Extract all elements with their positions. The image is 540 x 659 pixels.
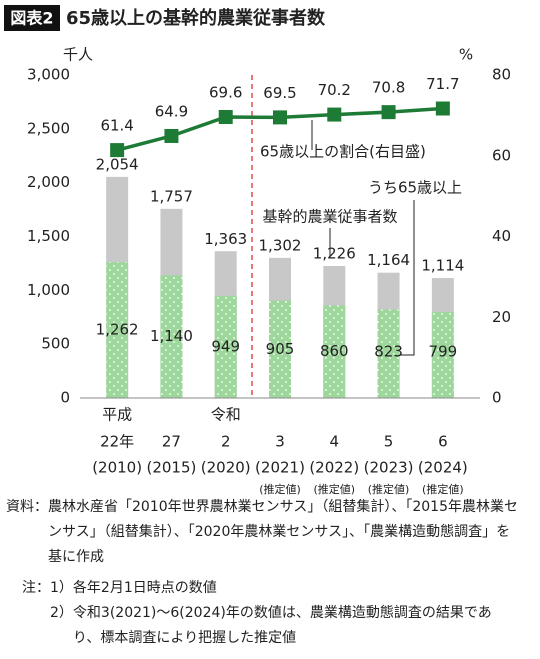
x-year-label: (2015) [146,459,196,477]
series-label: 基幹的農業従事者数 [262,208,397,226]
x-year-label: (2020) [201,459,251,477]
value-label: 1,363 [204,230,247,248]
x-tick-label: 4 [330,433,340,451]
x-estimate-label: (推定値) [368,482,410,496]
marker [381,105,396,120]
value-label: 1,302 [259,236,302,254]
value-label: 70.2 [318,81,351,99]
note-item: 1） 各年2月1日時点の数値 [50,576,513,601]
source-label: 資料： [6,499,48,515]
value-label: 823 [374,343,403,361]
value-label: 2,054 [96,155,139,173]
value-label: 71.7 [426,75,459,93]
notes: 資料： 農林水産省「2010年世界農林業センサス」（組替集計）、「2015年農林… [0,495,540,651]
bar [106,262,129,398]
figure-label-box [4,5,60,31]
note-label: 注： [22,580,50,596]
chart: 図表2 65歳以上の基幹的農業従事者数 千人 % 0 500 1,000 1,500 2… [4,5,511,496]
x-tick-label: 22年 [100,433,134,451]
x-tick-label: 6 [438,433,448,451]
note-text: 令和3(2021)～6(2024)年の数値は、農業構造動態調査の結果であり、標本… [72,605,492,646]
value-label: 70.8 [372,79,405,97]
note-num: 2） [50,605,73,621]
y-tick-label: 1,000 [27,281,70,299]
bar [160,275,183,398]
x-tick-label: 5 [384,433,394,451]
x-era-label: 平成 [102,406,132,424]
figure-label: 図表2 [10,9,53,28]
x-tick-label: 2 [221,433,231,451]
x-year-label: (2022) [309,459,359,477]
y-tick-label: 3,000 [27,66,70,84]
note-num: 1） [50,580,73,596]
x-tick-label: 3 [275,433,285,451]
bar [377,309,400,398]
x-estimate-label: (推定値) [259,482,301,496]
marker [164,128,179,143]
bar [323,305,346,398]
y2-unit: % [459,46,473,64]
y-tick-label: 1,500 [27,227,70,245]
series-label: うち65歳以上 [368,179,462,197]
value-label: 1,262 [96,321,139,339]
note-row: 注： 1） 各年2月1日時点の数値 2） 令和3(2021)～6(2024)年の数値は… [0,576,540,651]
chart-title: 65歳以上の基幹的農業従事者数 [66,7,326,29]
x-tick-label: 27 [162,433,181,451]
note-item: 2） 令和3(2021)～6(2024)年の数値は、農業構造動態調査の結果であり、… [50,601,513,651]
marker [327,107,342,122]
source: 農林水産省「2010年世界農林業センサス」（組替集計）、「2015年農林業センサ… [48,499,518,565]
y-tick-label: 2,000 [27,173,70,191]
bar [431,311,454,398]
y-tick-label: 2,500 [27,119,70,137]
value-label: 69.5 [263,84,296,102]
x-year-label: (2024) [418,459,468,477]
note-items: 1） 各年2月1日時点の数値 2） 令和3(2021)～6(2024)年の数値は、農業… [50,576,513,651]
value-label: 61.4 [100,117,133,135]
bar [269,300,291,398]
x-era-label: 令和 [211,406,241,424]
x-estimate-label: (推定値) [422,482,464,496]
bar [214,295,237,398]
value-label: 1,114 [421,257,464,275]
marker [435,101,450,116]
note-text: 各年2月1日時点の数値 [72,580,217,596]
x-year-label: (2010) [92,459,142,477]
series-label: 65歳以上の割合(右目盛) [260,143,426,161]
value-label: 949 [211,337,240,355]
value-label: 1,757 [150,187,193,205]
value-label: 860 [320,342,349,360]
leader [398,200,415,356]
x-estimate-label: (推定値) [313,482,355,496]
y2-tick-label: 20 [492,308,511,326]
value-label: 1,226 [313,245,356,263]
source-row: 資料： 農林水産省「2010年世界農林業センサス」（組替集計）、「2015年農林… [0,495,540,570]
value-label: 799 [429,343,458,361]
y-unit: 千人 [63,46,93,64]
value-label: 69.6 [209,83,242,101]
y-tick-label: 0 [60,389,70,407]
y2-tick-label: 40 [492,227,511,245]
marker [273,110,287,125]
x-year-label: (2021) [255,459,305,477]
y2-tick-label: 0 [492,389,502,407]
value-label: 64.9 [155,102,188,120]
x-year-label: (2023) [364,459,414,477]
value-label: 905 [266,340,295,358]
marker [110,143,125,158]
value-label: 1,164 [367,251,410,269]
y2-tick-label: 80 [492,66,511,84]
value-label: 1,140 [150,327,193,345]
y-tick-label: 500 [41,335,70,353]
marker [218,109,233,124]
y2-tick-label: 60 [492,146,511,164]
